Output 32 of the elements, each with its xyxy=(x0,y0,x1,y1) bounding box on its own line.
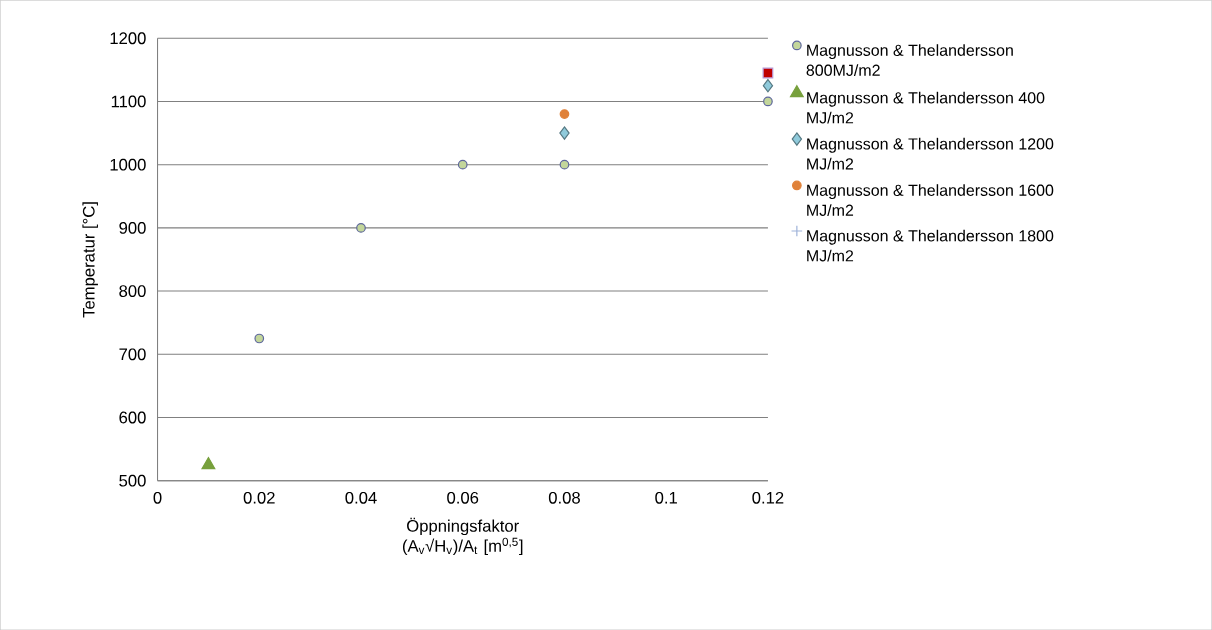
x-tick-label: 0.08 xyxy=(548,491,580,504)
y-axis-title: Temperatur [°C] xyxy=(82,202,98,318)
legend-label: Magnusson & Thelandersson 1800 MJ/m2 xyxy=(807,229,1054,262)
y-tick-label: 1000 xyxy=(110,158,146,171)
point xyxy=(762,78,774,93)
x-tick-label: 0.12 xyxy=(752,491,784,504)
point xyxy=(559,159,570,170)
y-tick-label: 800 xyxy=(119,285,146,297)
y-tick-label: 600 xyxy=(119,411,146,424)
x-tick-label: 0 xyxy=(153,491,162,504)
point xyxy=(201,456,216,470)
point xyxy=(763,96,773,107)
point xyxy=(457,159,468,170)
point xyxy=(356,222,366,233)
point xyxy=(559,109,570,119)
point xyxy=(254,333,265,344)
y-tick-label: 900 xyxy=(119,221,146,234)
y-tick-label: 1100 xyxy=(111,95,146,108)
y-tick-label: 700 xyxy=(119,348,146,361)
y-tick-label: 1200 xyxy=(110,32,146,45)
point xyxy=(559,126,570,140)
point xyxy=(762,67,774,79)
x-tick-label: 0.06 xyxy=(447,491,479,504)
text: Öppningsfaktor (A$_{v}$√H$_{v}$)/A$_{t}$ [m$^{0,5}$] xyxy=(402,517,523,555)
x-tick-label: 0.02 xyxy=(243,491,275,504)
x-tick-label: 0.04 xyxy=(345,491,377,504)
legend-label: Magnusson & Thelandersson 400 MJ/m2 xyxy=(807,91,1045,124)
y-tick-label: 500 xyxy=(119,474,146,487)
legend-label: Magnusson & Thelandersson 1600 MJ/m2 xyxy=(807,184,1054,216)
legend-label: Magnusson & Thelandersson 800MJ/m2 xyxy=(806,44,1013,76)
legend-label: Magnusson & Thelandersson 1200 MJ/m2 xyxy=(807,137,1054,170)
x-tick-label: 0.1 xyxy=(655,491,677,504)
